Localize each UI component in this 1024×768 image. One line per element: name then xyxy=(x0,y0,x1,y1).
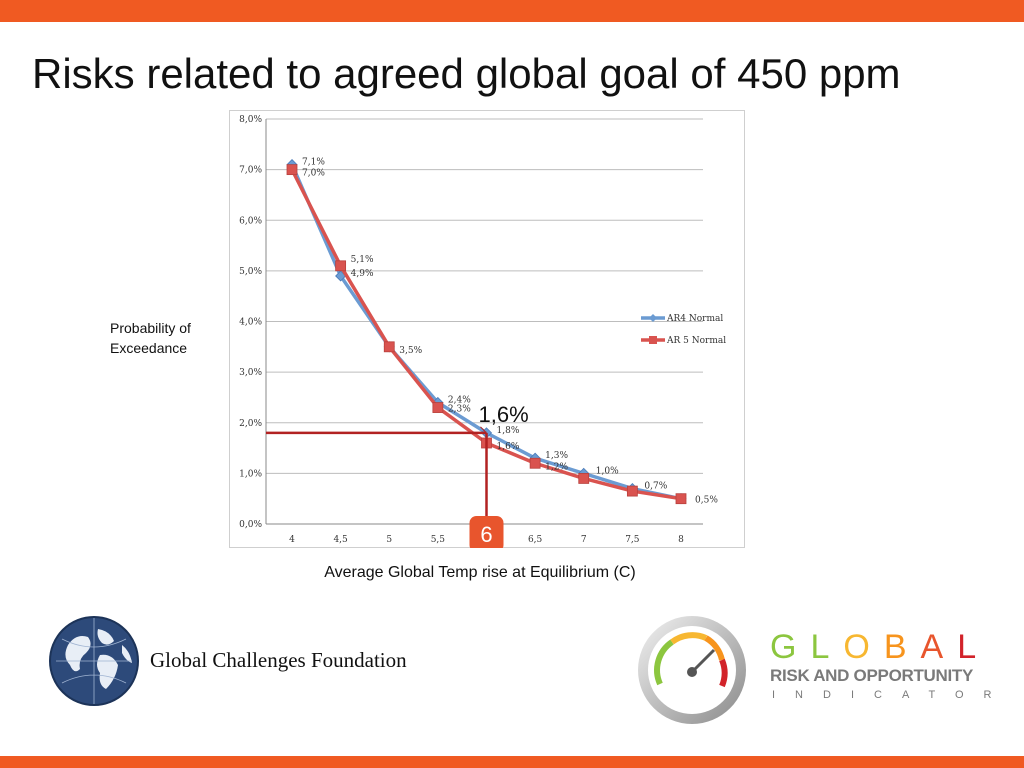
data-point xyxy=(626,485,638,497)
highlight-value-label: 1,6% xyxy=(479,402,529,427)
gauge-icon xyxy=(638,616,746,724)
data-point xyxy=(383,341,395,353)
x-tick-label: 5,5 xyxy=(431,535,446,545)
data-point xyxy=(578,473,590,484)
globe-icon xyxy=(49,616,139,706)
data-label: 1,3% xyxy=(545,451,568,461)
data-label: 7,0% xyxy=(302,169,325,179)
data-label: 2,4% xyxy=(448,396,471,406)
x-tick-label: 5 xyxy=(386,535,392,545)
y-tick-label: 5,0% xyxy=(239,267,262,277)
brand-letter: A xyxy=(920,628,958,666)
brand-letter: L xyxy=(957,628,991,666)
x-tick-label: 8 xyxy=(678,535,684,545)
data-label: 0,7% xyxy=(644,482,667,492)
y-tick-label: 0,0% xyxy=(239,520,262,530)
highlight-pointer xyxy=(480,426,487,434)
data-label: 1,2% xyxy=(545,462,568,472)
data-label: 3,5% xyxy=(399,346,422,356)
x-tick-label: 7,5 xyxy=(625,535,640,545)
top-accent-bar xyxy=(0,0,1024,22)
brand-letter: B xyxy=(883,628,921,666)
x-tick-label: 6,5 xyxy=(528,535,543,545)
y-tick-label: 1,0% xyxy=(239,469,262,479)
data-label: 1,8% xyxy=(497,426,520,436)
y-tick-label: 3,0% xyxy=(239,368,262,378)
data-label: 0,5% xyxy=(695,496,718,506)
y-axis-label: Probability of Exceedance xyxy=(110,320,191,356)
x-axis-label: Average Global Temp rise at Equilibrium … xyxy=(324,564,636,581)
legend-marker xyxy=(649,314,657,322)
brand-letter: G xyxy=(770,628,811,666)
y-tick-label: 8,0% xyxy=(239,115,262,125)
data-point xyxy=(286,164,298,176)
brand-logo-word: GLOBAL xyxy=(770,628,990,667)
data-point xyxy=(432,402,444,413)
legend-entry-label: AR 5 Normal xyxy=(666,336,726,346)
data-label: 2,3% xyxy=(448,405,471,415)
y-tick-label: 4,0% xyxy=(239,318,262,328)
brand-letter: L xyxy=(810,628,844,666)
highlight-badge-label: 6 xyxy=(480,522,492,547)
data-point xyxy=(335,260,347,272)
data-label: 1,0% xyxy=(596,466,619,476)
legend-marker xyxy=(649,336,657,344)
x-tick-label: 4 xyxy=(289,535,295,545)
data-point xyxy=(675,493,687,505)
probability-chart: 0,0% 1,0% 2,0% 3,0% 4,0% 5,0% 6,0% 7,0% 8,0% 4 4,5… xyxy=(229,110,745,548)
bottom-accent-bar xyxy=(0,756,1024,768)
data-label: 5,1% xyxy=(351,255,374,265)
y-tick-label: 6,0% xyxy=(239,216,262,226)
x-tick-label: 4,5 xyxy=(333,535,348,545)
y-tick-label: 7,0% xyxy=(239,166,262,176)
data-label: 7,1% xyxy=(302,158,325,168)
legend-entry-label: AR4 Normal xyxy=(666,314,723,324)
data-point xyxy=(529,457,541,469)
brand-tagline: RISK AND OPPORTUNITY xyxy=(770,666,974,685)
data-label: 1,6% xyxy=(497,442,520,452)
data-label: 4,9% xyxy=(351,269,374,279)
x-tick-label: 7 xyxy=(581,535,587,545)
foundation-name: Global Challenges Foundation xyxy=(150,648,407,672)
brand-letter: O xyxy=(843,628,884,666)
slide-title: Risks related to agreed global goal of 4… xyxy=(32,50,901,97)
y-tick-label: 2,0% xyxy=(239,419,262,429)
highlight-badge xyxy=(469,516,504,548)
brand-subtitle: INDICATOR xyxy=(772,689,1012,701)
